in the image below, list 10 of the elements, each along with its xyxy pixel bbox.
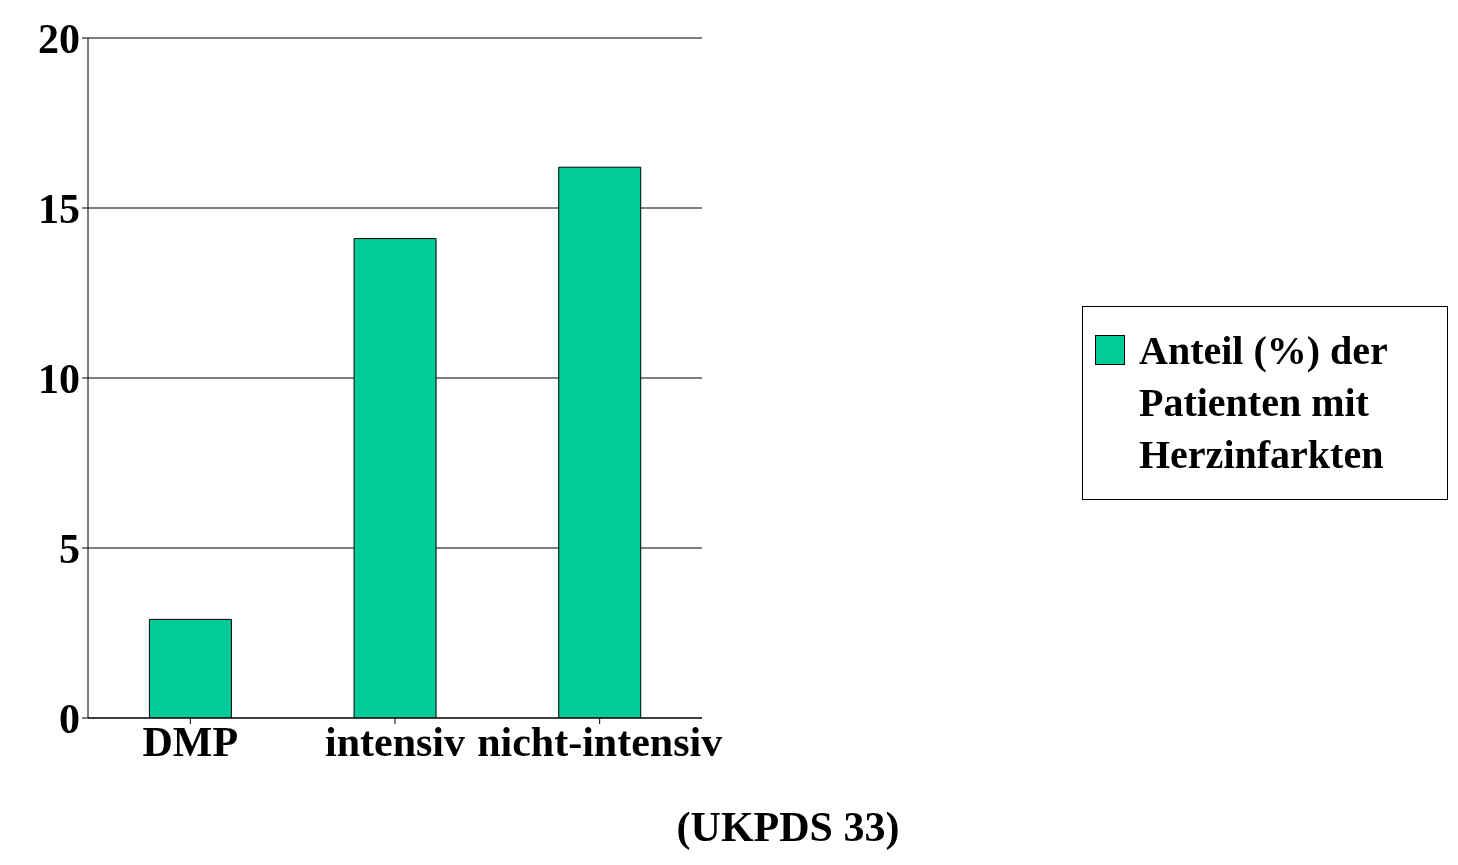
y-tick-label: 20: [38, 15, 80, 62]
text: (UKPDS 33): [675, 803, 901, 851]
y-tick-label: 5: [59, 525, 80, 572]
y-tick-label: 15: [38, 185, 80, 232]
x-tick-label: nicht-intensiv: [477, 718, 723, 765]
legend-label: Anteil (%) der Patienten mit Herzinfarkten: [1139, 327, 1389, 479]
y-tick-label: 0: [59, 695, 80, 742]
y-tick-label: 10: [38, 355, 80, 402]
x-tick-label: DMP: [142, 718, 239, 765]
x-tick-label: intensiv: [324, 718, 466, 765]
